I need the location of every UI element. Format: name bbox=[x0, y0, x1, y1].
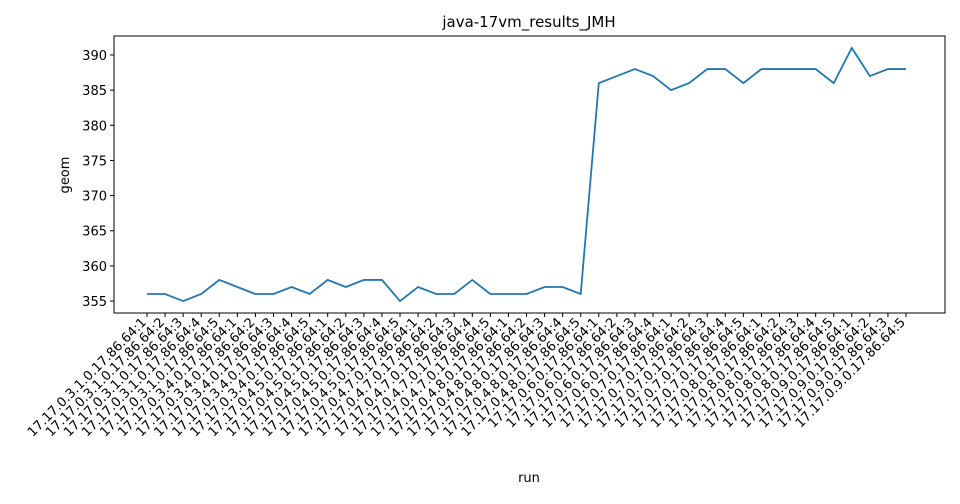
y-axis-label: geom bbox=[58, 157, 73, 194]
y-tick-label: 365 bbox=[82, 225, 107, 240]
y-tick-label: 360 bbox=[82, 260, 107, 275]
line-series bbox=[147, 46, 906, 303]
y-tick-label: 375 bbox=[82, 154, 107, 169]
y-tick-label: 380 bbox=[82, 119, 107, 134]
y-tick-label: 370 bbox=[82, 190, 107, 205]
y-tick-label: 385 bbox=[82, 84, 107, 99]
chart-title: java-17vm_results_JMH bbox=[441, 13, 615, 32]
plot-frame bbox=[113, 35, 946, 314]
y-tick-label: 390 bbox=[82, 49, 107, 64]
x-axis-label: run bbox=[518, 471, 540, 486]
y-tick-label: 355 bbox=[82, 295, 107, 310]
